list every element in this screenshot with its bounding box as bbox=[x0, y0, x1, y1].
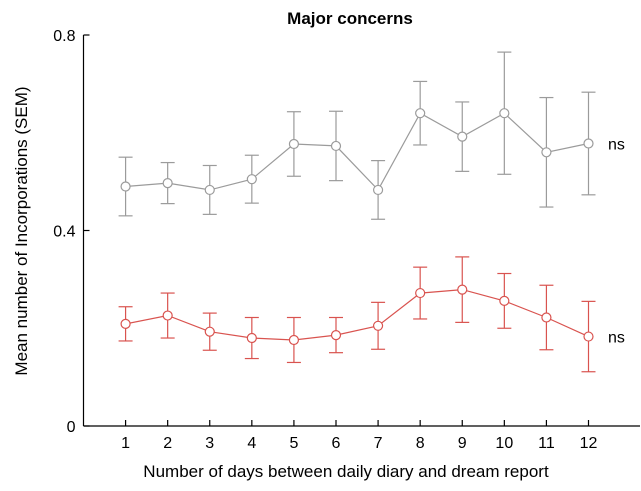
data-point bbox=[541, 147, 552, 158]
x-tick-label: 10 bbox=[495, 435, 513, 452]
data-point bbox=[372, 320, 384, 331]
x-tick-label: 5 bbox=[289, 435, 298, 452]
data-point bbox=[415, 287, 426, 299]
x-tick-label: 1 bbox=[121, 435, 130, 452]
y-axis-label: Mean number of Incorporations (SEM) bbox=[12, 86, 31, 375]
x-axis-label: Number of days between daily diary and d… bbox=[143, 462, 549, 481]
x-tick-label: 8 bbox=[416, 435, 425, 452]
data-point bbox=[499, 295, 510, 306]
x-tick-label: 9 bbox=[458, 435, 467, 452]
series-layer bbox=[118, 51, 596, 373]
x-tick-label: 7 bbox=[374, 435, 383, 452]
data-point bbox=[204, 326, 215, 337]
series-line bbox=[125, 288, 589, 341]
x-tick-label: 2 bbox=[163, 435, 172, 452]
x-tick-label: 4 bbox=[247, 435, 256, 452]
data-point bbox=[330, 140, 342, 152]
data-point bbox=[162, 310, 173, 321]
y-tick-label: 0.8 bbox=[53, 28, 75, 45]
data-point bbox=[457, 131, 468, 142]
data-point bbox=[120, 181, 131, 192]
data-point bbox=[583, 138, 594, 149]
series-1 bbox=[118, 51, 596, 220]
data-point bbox=[246, 332, 257, 344]
annotation-ns: ns bbox=[608, 330, 625, 347]
data-point bbox=[246, 174, 257, 185]
data-point bbox=[541, 312, 552, 323]
x-tick-label: 3 bbox=[205, 435, 214, 452]
data-point bbox=[120, 318, 131, 329]
y-tick-label: 0.4 bbox=[53, 224, 75, 241]
data-point bbox=[372, 184, 384, 196]
annotation-ns: ns bbox=[608, 137, 625, 154]
data-point bbox=[457, 284, 468, 295]
chart-title: Major concerns bbox=[287, 9, 413, 28]
data-point bbox=[499, 108, 510, 119]
data-point bbox=[330, 329, 342, 341]
data-point bbox=[583, 331, 594, 342]
x-tick-label: 11 bbox=[538, 435, 555, 452]
data-point bbox=[415, 108, 426, 119]
annotation-layer: ns ns bbox=[608, 137, 625, 347]
data-point bbox=[288, 138, 300, 150]
data-point bbox=[162, 177, 173, 189]
series-2 bbox=[118, 256, 596, 373]
data-point bbox=[288, 334, 300, 346]
y-tick-label: 0 bbox=[67, 419, 76, 436]
data-point bbox=[204, 184, 215, 196]
x-tick-label: 12 bbox=[580, 435, 598, 452]
x-tick-label: 6 bbox=[332, 435, 341, 452]
series-line bbox=[125, 112, 589, 191]
